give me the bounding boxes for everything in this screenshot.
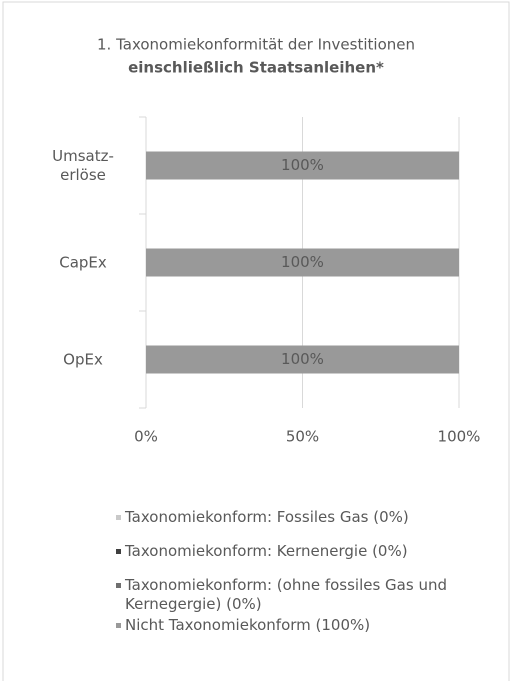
chart-subtitle: einschließlich Staatsanleihen*: [128, 59, 384, 77]
y-tick-label: OpEx: [63, 350, 103, 368]
legend-label: Nicht Taxonomiekonform (100%): [125, 616, 371, 634]
bar-segment: [146, 151, 459, 180]
legend-swatch: [116, 623, 121, 628]
y-tick-label: CapEx: [59, 253, 107, 271]
legend-swatch: [116, 549, 121, 554]
bar-segment: [146, 248, 459, 277]
y-tick-label: Umsatz- erlöse: [52, 146, 114, 184]
value-label: 100%: [281, 350, 324, 368]
value-label: 100%: [281, 156, 324, 174]
bar-segment: [146, 345, 459, 374]
x-tick-label: 100%: [438, 428, 481, 446]
legend-swatch: [116, 515, 121, 520]
value-label: 100%: [281, 253, 324, 271]
legend-label: Taxonomiekonform: Kernenergie (0%): [125, 542, 408, 560]
legend-swatch: [116, 583, 121, 588]
x-tick-label: 0%: [134, 428, 158, 446]
chart-title: 1. Taxonomiekonformität der Investitione…: [97, 36, 415, 54]
legend-label: Taxonomiekonform: (ohne fossiles Gas und…: [125, 576, 447, 613]
x-tick-label: 50%: [286, 428, 319, 446]
legend-label: Taxonomiekonform: Fossiles Gas (0%): [125, 508, 409, 526]
